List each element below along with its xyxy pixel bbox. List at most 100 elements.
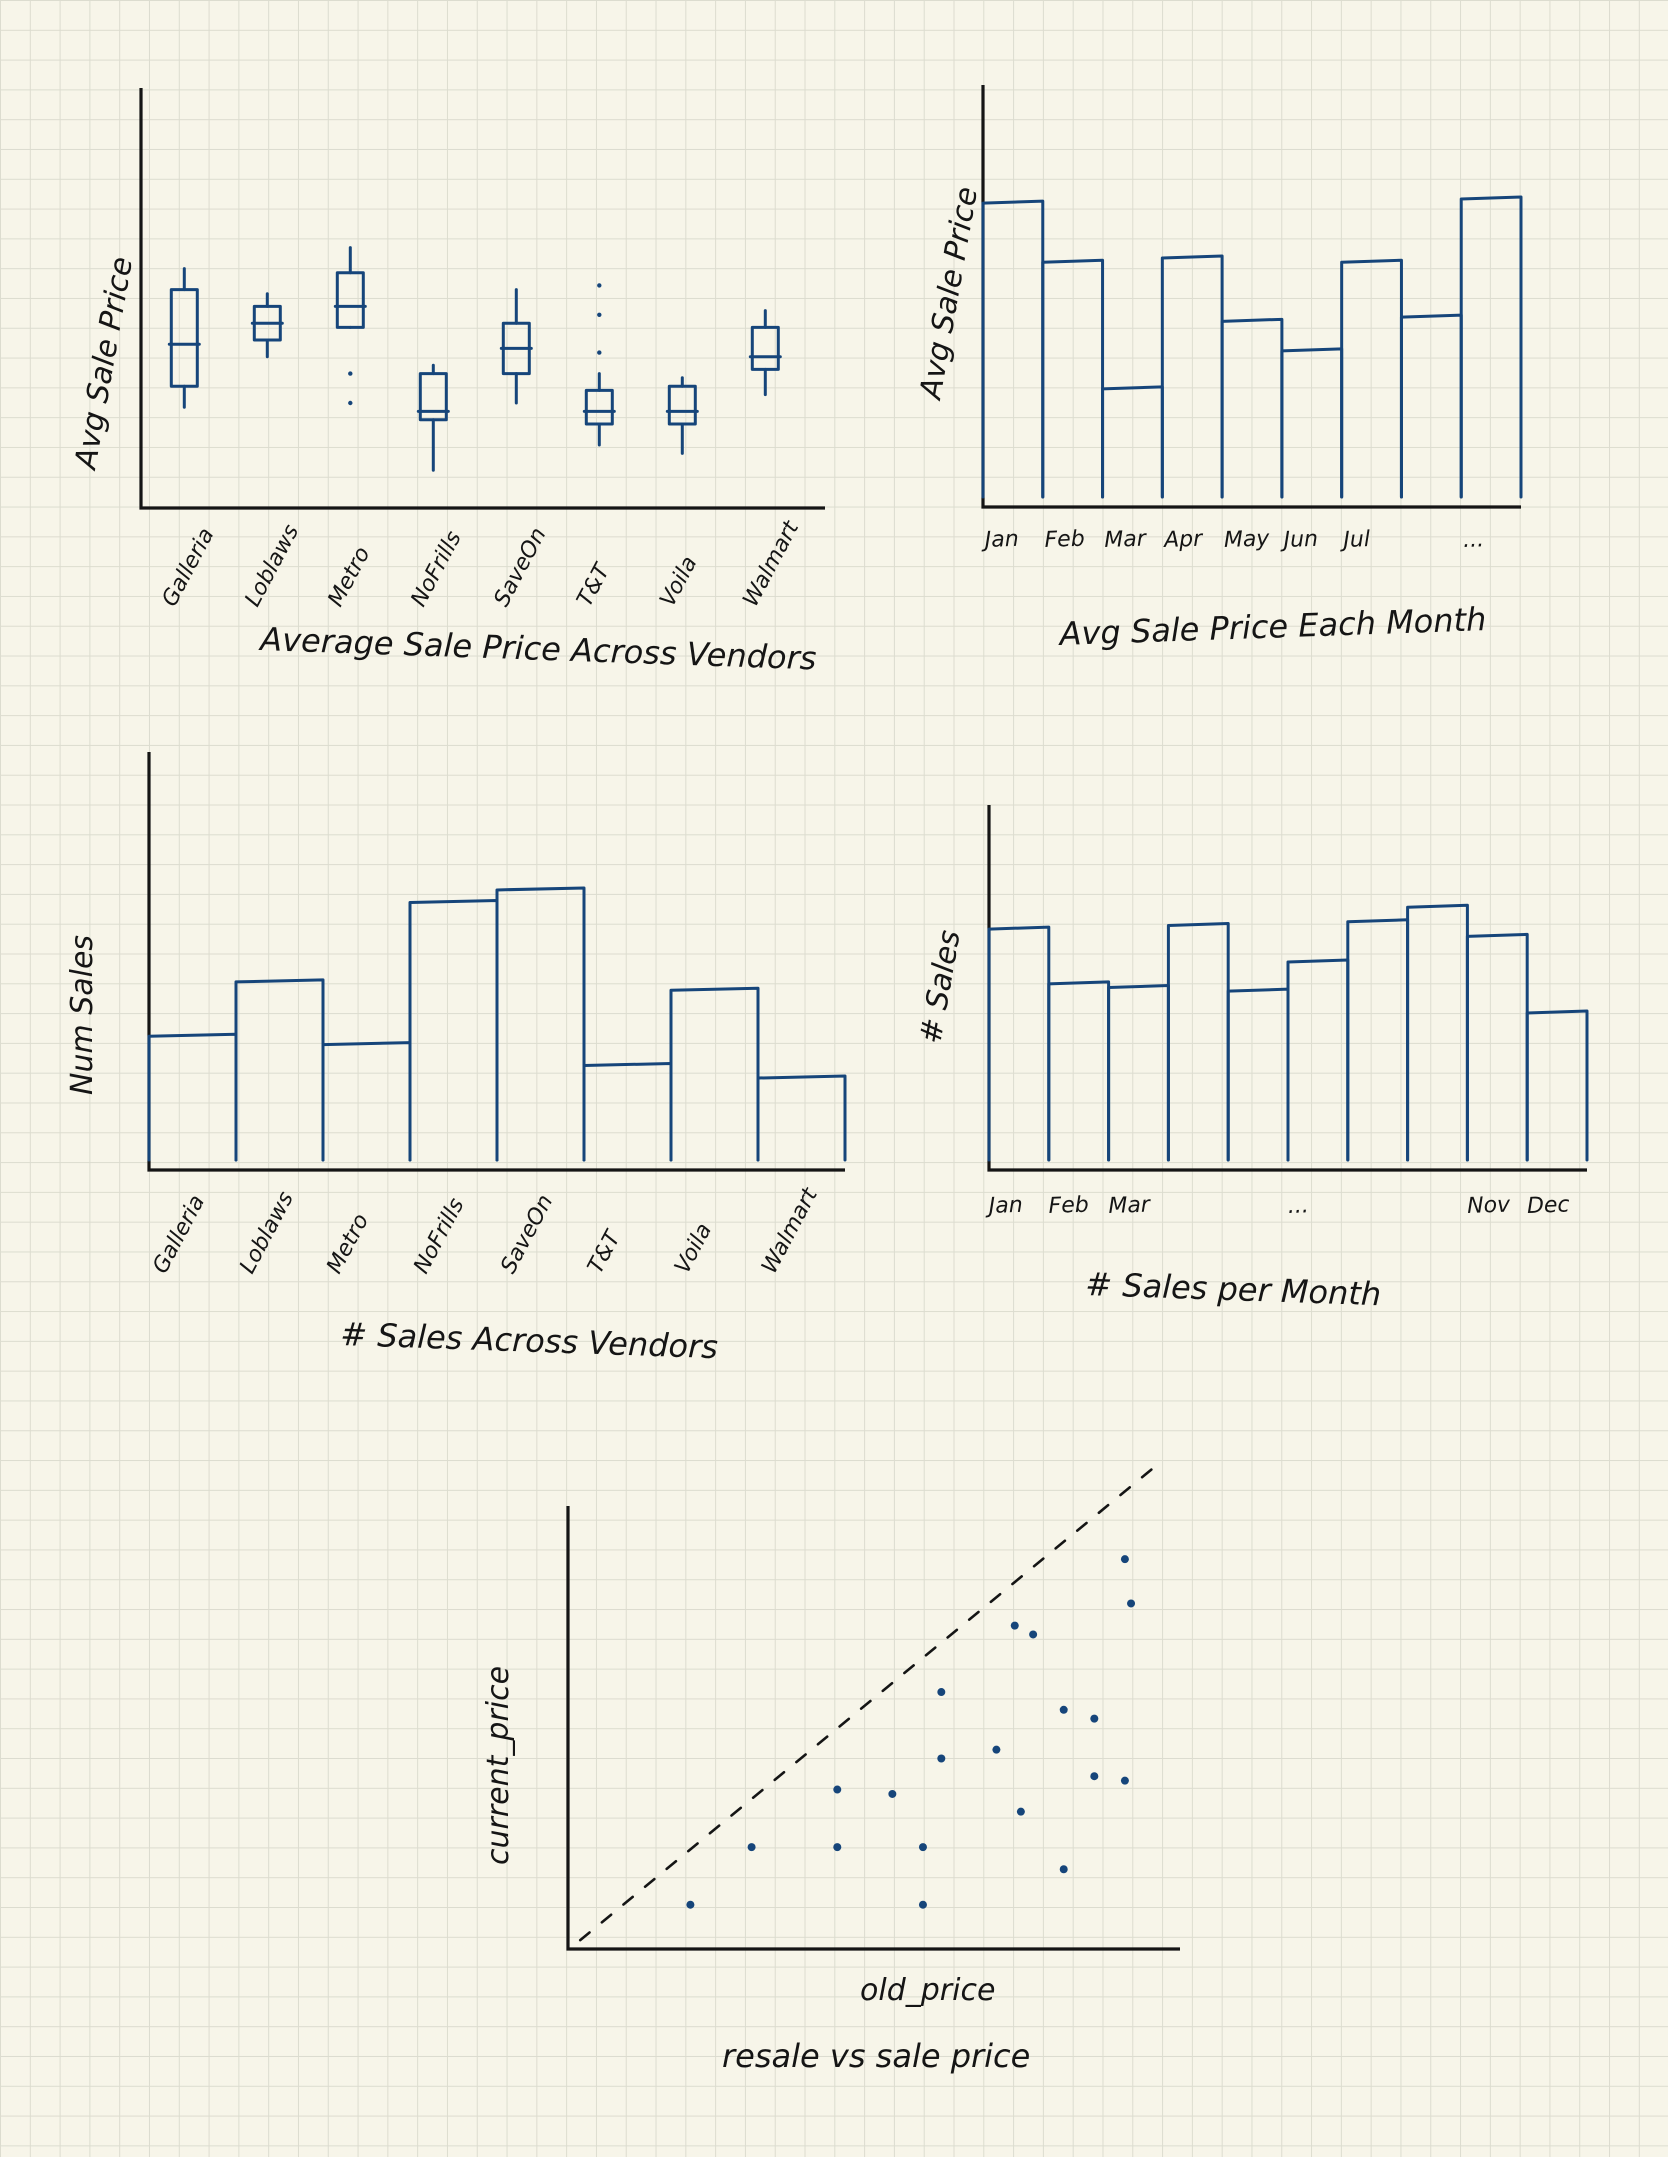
y-axis-label: current_price bbox=[481, 1666, 516, 1865]
bar bbox=[495, 886, 586, 1162]
tick-label: Mar bbox=[1104, 526, 1148, 553]
box-galleria bbox=[167, 267, 201, 409]
tick-label: Dec bbox=[1527, 1193, 1570, 1219]
axis-lines bbox=[566, 1506, 1180, 1951]
bar bbox=[582, 1062, 673, 1162]
chart-title: Average Sale Price Across Vendors bbox=[258, 620, 817, 677]
chart-title: # Sales per Month bbox=[1085, 1265, 1382, 1313]
bar bbox=[1406, 903, 1469, 1162]
scatter-point bbox=[1090, 1714, 1099, 1723]
bar bbox=[1525, 1009, 1589, 1162]
tick-label: SaveOn bbox=[496, 1191, 558, 1278]
bar bbox=[1340, 258, 1403, 499]
chart-title: # Sales Across Vendors bbox=[340, 1315, 719, 1366]
bar bbox=[1346, 918, 1410, 1162]
tick-label: ... bbox=[1287, 1193, 1309, 1219]
bar bbox=[987, 925, 1051, 1162]
tick-label: Jul bbox=[1339, 527, 1370, 553]
axis-lines bbox=[987, 805, 1587, 1172]
tick-label: May bbox=[1223, 526, 1270, 553]
box-iqr bbox=[750, 325, 780, 371]
x-axis-label: old_price bbox=[860, 1973, 995, 2008]
tick-label: Metro bbox=[324, 543, 376, 611]
scatter-point bbox=[1059, 1705, 1068, 1714]
chart-title: Avg Sale Price Each Month bbox=[1057, 600, 1487, 653]
tick-label: Walmart bbox=[757, 1183, 823, 1278]
box-tt bbox=[582, 283, 616, 447]
tick-label: NoFrills bbox=[407, 527, 467, 611]
tick-label: Jan bbox=[980, 527, 1019, 553]
tick-label: T&T bbox=[573, 559, 616, 611]
tick-label: Galleria bbox=[158, 524, 220, 611]
chart-avg-price-by-month: Jan Feb Mar Apr May Jun Jul ... Avg Sale Price Av… bbox=[913, 85, 1523, 653]
chart-sales-by-month: Jan Feb Mar... Nov Dec # Sales # Sales per Mon… bbox=[913, 805, 1589, 1313]
bar bbox=[147, 1032, 238, 1162]
bar bbox=[1399, 313, 1463, 499]
bar bbox=[321, 1041, 412, 1162]
box-iqr bbox=[169, 288, 199, 388]
bar bbox=[1465, 932, 1529, 1162]
scatter-point bbox=[1029, 1630, 1038, 1639]
outlier-point bbox=[348, 371, 353, 376]
tick-label: NoFrills bbox=[409, 1194, 469, 1278]
axis-lines bbox=[147, 752, 845, 1172]
tick-label: Feb bbox=[1048, 1193, 1089, 1219]
tick-label: ... bbox=[1463, 527, 1485, 553]
box-loblaws bbox=[250, 292, 284, 359]
box-saveon bbox=[499, 288, 533, 405]
outlier-point bbox=[597, 283, 602, 288]
bar bbox=[1286, 958, 1350, 1162]
scatter-point bbox=[747, 1843, 756, 1852]
scatter-point bbox=[937, 1688, 946, 1697]
tick-label: SaveOn bbox=[490, 524, 552, 611]
box-voila bbox=[665, 376, 699, 455]
box-iqr bbox=[418, 372, 448, 422]
chart-avg-price-by-vendor: Galleria Loblaws Metro NoFrills SaveOn T&T Voi… bbox=[68, 88, 825, 677]
scatter-point bbox=[992, 1745, 1001, 1754]
bar bbox=[1107, 984, 1170, 1162]
bar bbox=[669, 986, 760, 1162]
bar bbox=[1220, 317, 1284, 499]
bar bbox=[234, 978, 325, 1162]
bar bbox=[981, 199, 1045, 499]
tick-label: Galleria bbox=[148, 1191, 210, 1278]
tick-label: Jun bbox=[1279, 527, 1318, 553]
outlier-point bbox=[348, 400, 353, 406]
scatter-point bbox=[1016, 1807, 1025, 1816]
chart-title: resale vs sale price bbox=[722, 2037, 1030, 2075]
chart-sales-by-vendor: Galleria Loblaws Metro NoFrills SaveOn T&T Voi… bbox=[65, 752, 847, 1366]
bar bbox=[756, 1074, 847, 1162]
bar bbox=[1160, 254, 1224, 499]
scatter-point bbox=[888, 1789, 897, 1798]
y-axis-label: Avg Sale Price bbox=[913, 184, 985, 403]
outlier-point bbox=[597, 312, 602, 317]
scatter-point bbox=[1059, 1865, 1068, 1874]
axis-lines bbox=[139, 88, 825, 510]
tick-label: T&T bbox=[583, 1226, 626, 1278]
bar bbox=[1166, 921, 1230, 1162]
box-walmart bbox=[748, 309, 782, 397]
outlier-point bbox=[597, 350, 602, 355]
tick-label: Walmart bbox=[739, 516, 805, 611]
bar bbox=[1226, 987, 1290, 1162]
bar bbox=[1459, 195, 1523, 499]
scatter-point bbox=[686, 1900, 695, 1909]
reference-line bbox=[578, 1464, 1157, 1942]
bar bbox=[1280, 347, 1344, 499]
box-metro bbox=[333, 246, 367, 406]
box-iqr bbox=[335, 271, 365, 329]
box-iqr bbox=[584, 388, 614, 426]
tick-label: Voila bbox=[670, 1219, 717, 1277]
scatter-point bbox=[1120, 1776, 1129, 1785]
scatter-point bbox=[1127, 1599, 1136, 1608]
scatter-point bbox=[918, 1900, 927, 1909]
scatter-point bbox=[833, 1843, 842, 1852]
bar bbox=[1047, 980, 1111, 1162]
scatter-point bbox=[1010, 1621, 1019, 1630]
scatter-point bbox=[918, 1843, 927, 1852]
box-iqr bbox=[667, 384, 697, 426]
scatter-point bbox=[1120, 1555, 1129, 1564]
box-nofrills bbox=[416, 363, 450, 472]
tick-label: Loblaws bbox=[235, 1188, 299, 1278]
